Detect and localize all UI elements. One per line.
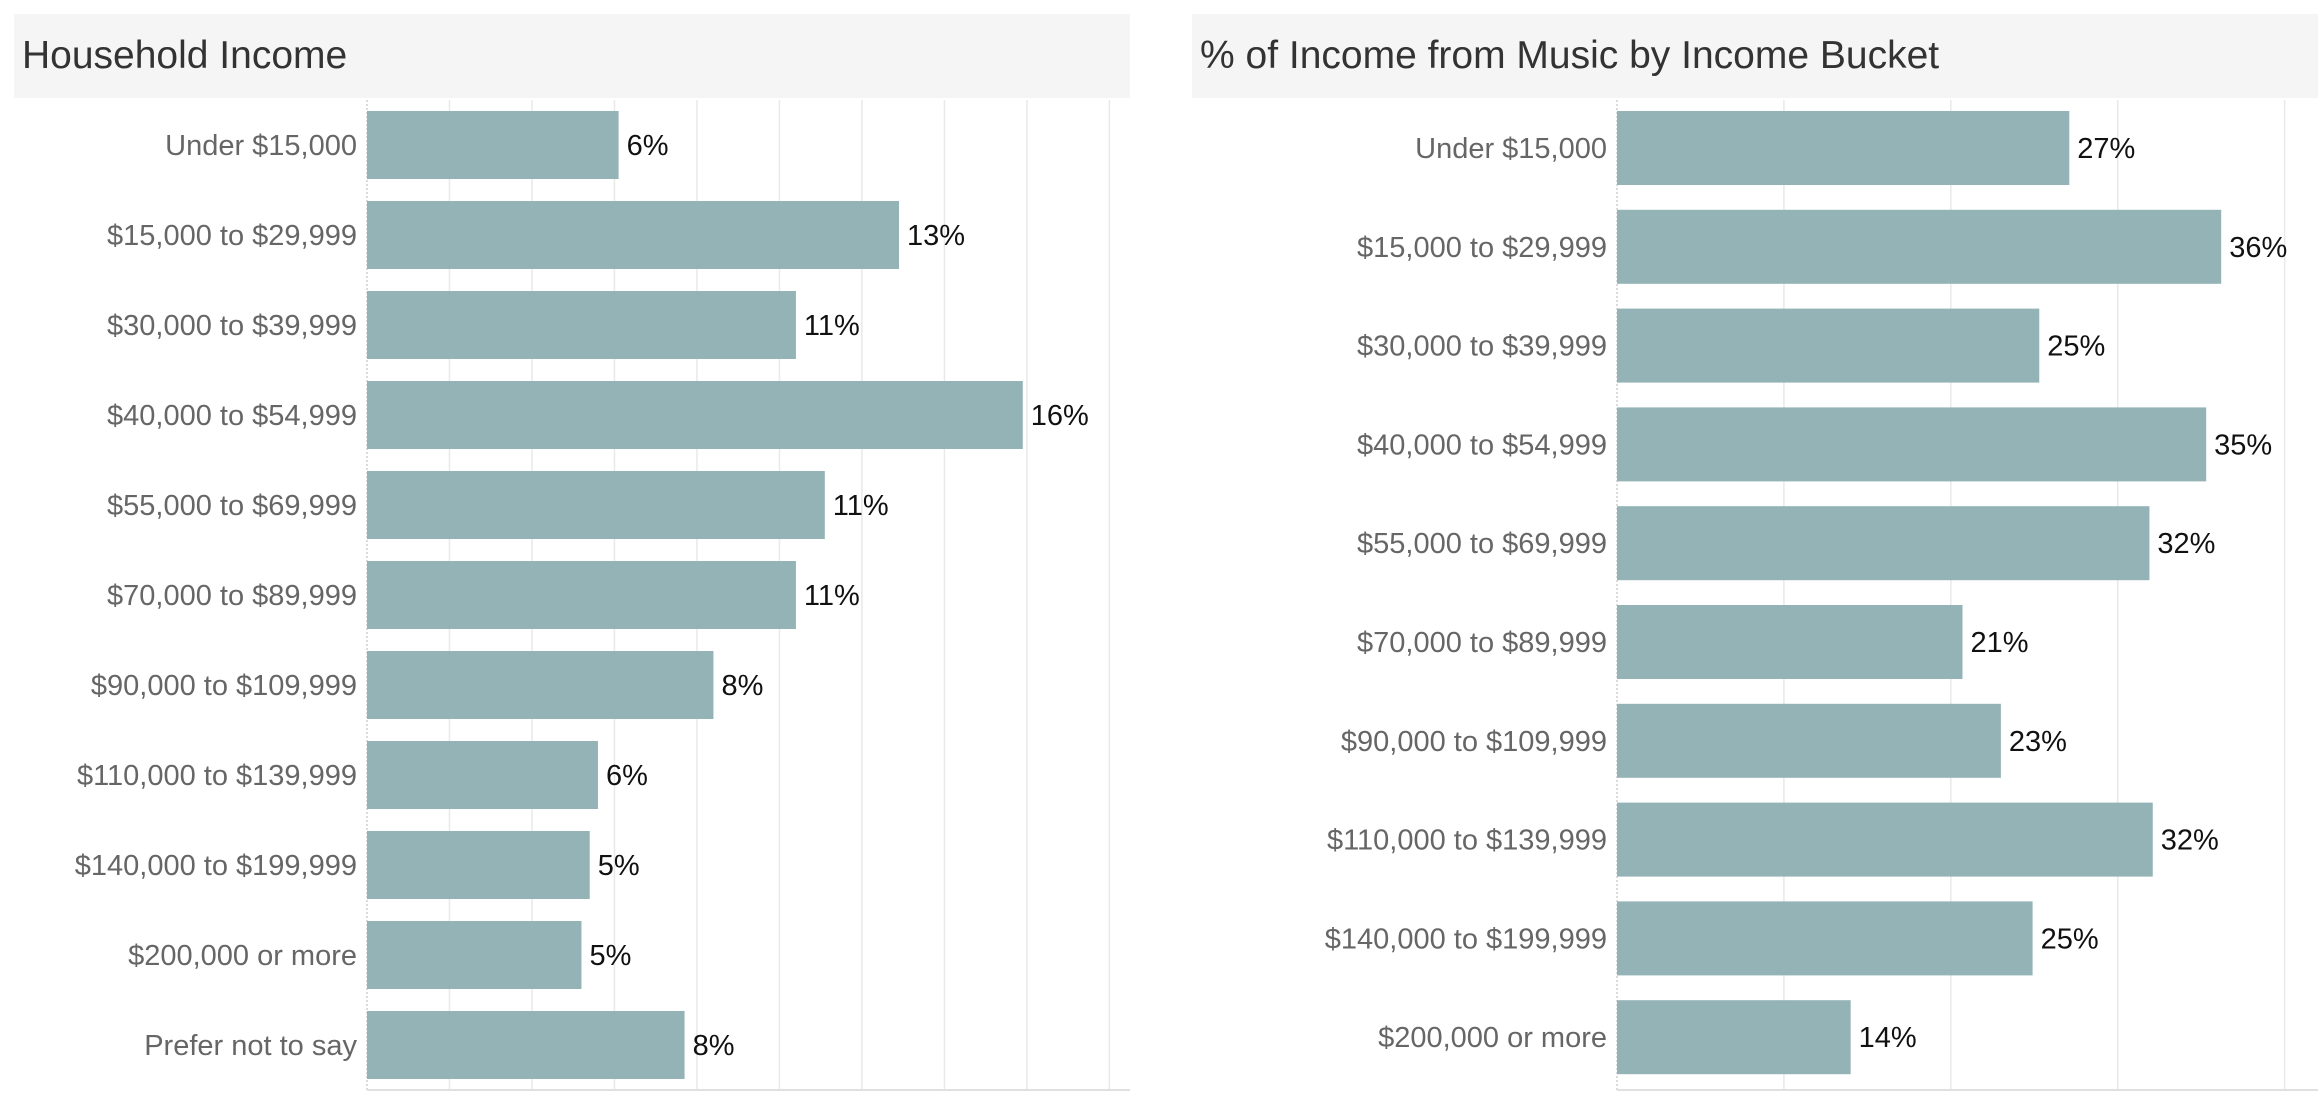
bar [1617, 901, 2033, 976]
bar-row: Under $15,000 6% [165, 111, 669, 179]
category-label: $70,000 to $89,999 [1357, 627, 1607, 659]
category-label: Under $15,000 [165, 130, 357, 162]
bar-row: $90,000 to $109,999 8% [91, 651, 763, 719]
bars: Under $15,000 27% $15,000 to $29,999 36% $30… [1325, 111, 2287, 1075]
value-label: 11% [833, 490, 889, 522]
bar [1617, 605, 1963, 679]
category-label: $140,000 to $199,999 [75, 850, 357, 882]
category-label: $40,000 to $54,999 [1357, 429, 1607, 461]
bar-row: $40,000 to $54,999 16% [107, 381, 1089, 449]
bar-row: $200,000 or more 5% [128, 921, 631, 989]
bar [367, 201, 900, 269]
chart-title: Household Income [22, 34, 347, 77]
value-label: 5% [598, 850, 640, 882]
value-label: 27% [2077, 133, 2135, 165]
bar [367, 831, 590, 899]
category-label: $90,000 to $109,999 [1341, 726, 1607, 758]
value-label: 5% [589, 940, 631, 972]
value-label: 23% [2009, 726, 2067, 758]
bars: Under $15,000 6% $15,000 to $29,999 13% $30,… [75, 111, 1089, 1079]
value-label: 11% [804, 580, 860, 612]
category-label: $140,000 to $199,999 [1325, 923, 1607, 955]
category-label: $15,000 to $29,999 [107, 220, 357, 252]
music-income-share-chart: % of Income from Music by Income Bucket … [1192, 14, 2318, 1091]
chart-title: % of Income from Music by Income Bucket [1200, 34, 1939, 77]
bar-row: $30,000 to $39,999 11% [107, 291, 860, 359]
bar [367, 741, 598, 809]
value-label: 14% [1859, 1022, 1917, 1054]
bar [1617, 308, 2040, 383]
value-label: 11% [804, 310, 860, 342]
bar [367, 291, 796, 359]
value-label: 25% [2041, 923, 2099, 955]
bar-row: $110,000 to $139,999 6% [77, 741, 648, 809]
category-label: $110,000 to $139,999 [1327, 825, 1607, 857]
bar [1617, 802, 2153, 877]
bar-row: $70,000 to $89,999 21% [1357, 605, 2029, 679]
category-label: $30,000 to $39,999 [107, 310, 357, 342]
value-label: 21% [1970, 627, 2028, 659]
value-label: 32% [2157, 528, 2215, 560]
value-label: 6% [627, 130, 669, 162]
bar-row: Under $15,000 27% [1415, 111, 2135, 185]
bar [1617, 209, 2222, 284]
category-label: $70,000 to $89,999 [107, 580, 357, 612]
bar [367, 471, 825, 539]
bar-row: Prefer not to say 8% [144, 1011, 734, 1079]
bar-row: $55,000 to $69,999 32% [1357, 506, 2215, 581]
chart-title-background [1192, 14, 2318, 98]
category-label: $110,000 to $139,999 [77, 760, 357, 792]
category-label: $200,000 or more [1378, 1022, 1607, 1054]
bar-row: $140,000 to $199,999 25% [1325, 901, 2099, 976]
bar [1617, 407, 2207, 482]
category-label: $30,000 to $39,999 [1357, 331, 1607, 363]
value-label: 25% [2047, 331, 2105, 363]
value-label: 36% [2229, 232, 2287, 264]
category-label: $90,000 to $109,999 [91, 670, 357, 702]
bar [1617, 703, 2001, 778]
bar [1617, 506, 2150, 581]
bar [367, 381, 1023, 449]
value-label: 32% [2161, 825, 2219, 857]
bar-row: $200,000 or more 14% [1378, 1000, 1917, 1075]
bar-row: $90,000 to $109,999 23% [1341, 703, 2067, 778]
bar [367, 561, 796, 629]
household-income-chart: Household Income Under $15,000 6% $15,000 … [14, 14, 1130, 1091]
bar [1617, 111, 2070, 185]
bar-row: $55,000 to $69,999 11% [107, 471, 889, 539]
value-label: 6% [606, 760, 648, 792]
bar [1617, 1000, 1851, 1075]
category-label: $55,000 to $69,999 [1357, 528, 1607, 560]
chart-title-background [14, 14, 1130, 98]
category-label: Prefer not to say [144, 1030, 357, 1062]
category-label: $55,000 to $69,999 [107, 490, 357, 522]
value-label: 8% [693, 1030, 735, 1062]
bar [367, 921, 582, 989]
category-label: $15,000 to $29,999 [1357, 232, 1607, 264]
bar-row: $15,000 to $29,999 13% [107, 201, 965, 269]
bar [367, 111, 619, 179]
bar [367, 651, 714, 719]
category-label: $200,000 or more [128, 940, 357, 972]
bar-row: $30,000 to $39,999 25% [1357, 308, 2105, 383]
bar-row: $40,000 to $54,999 35% [1357, 407, 2272, 482]
category-label: Under $15,000 [1415, 133, 1607, 165]
bar-row: $15,000 to $29,999 36% [1357, 209, 2287, 284]
value-label: 35% [2214, 429, 2272, 461]
value-label: 16% [1031, 400, 1089, 432]
category-label: $40,000 to $54,999 [107, 400, 357, 432]
bar [367, 1011, 685, 1079]
bar-row: $140,000 to $199,999 5% [75, 831, 640, 899]
value-label: 13% [907, 220, 965, 252]
bar-row: $110,000 to $139,999 32% [1327, 802, 2219, 877]
bar-row: $70,000 to $89,999 11% [107, 561, 860, 629]
value-label: 8% [721, 670, 763, 702]
